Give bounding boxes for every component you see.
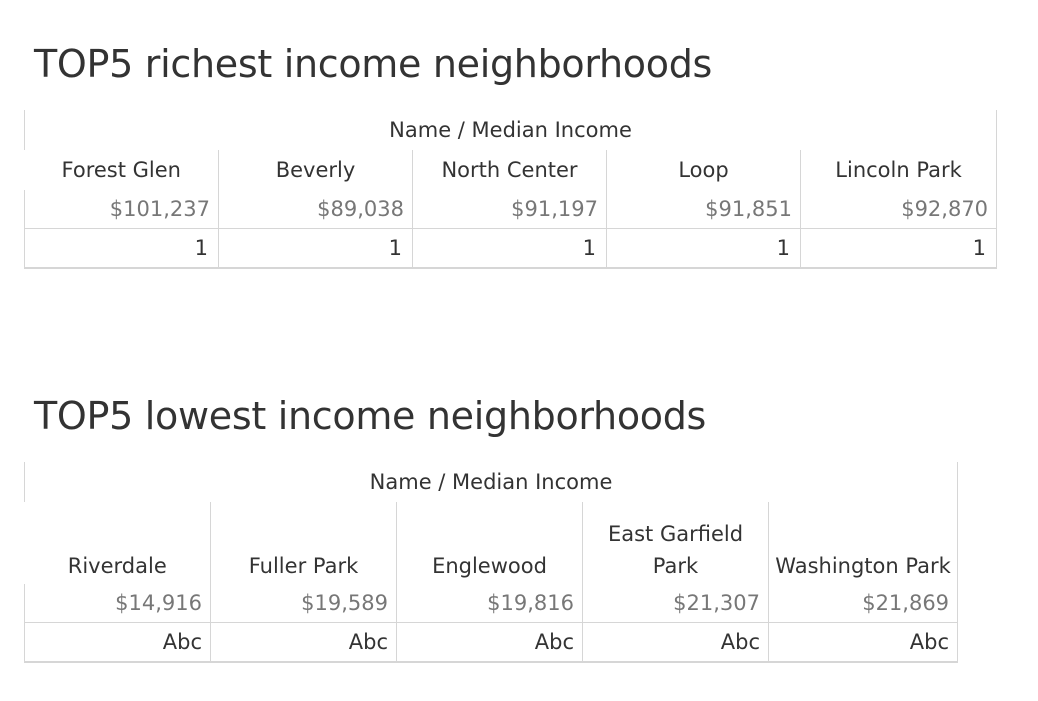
table-cell[interactable]: 1	[606, 228, 801, 269]
column-name-header[interactable]: North Center	[412, 150, 607, 190]
sheet-title: TOP5 lowest income neighborhoods	[34, 394, 707, 438]
column-name-header[interactable]: Riverdale	[67, 554, 167, 578]
column-header[interactable]: Name / Median Income	[23, 110, 998, 150]
column-name-header[interactable]: Loop	[606, 150, 801, 190]
column-name-header[interactable]: Forest Glen	[61, 158, 181, 182]
table-cell[interactable]: 1	[24, 228, 219, 269]
table-cell[interactable]: Abc	[396, 622, 583, 663]
table-cell[interactable]: 1	[799, 228, 998, 269]
income-header[interactable]: $19,816	[396, 584, 583, 623]
table-cell[interactable]: 1	[218, 228, 413, 269]
income-header[interactable]: $14,916	[24, 584, 211, 623]
table-cell[interactable]: Abc	[210, 622, 397, 663]
column-name-header[interactable]: Englewood	[396, 502, 583, 584]
table-cell[interactable]: 1	[412, 228, 607, 269]
column-name-header[interactable]: Lincoln Park	[799, 150, 998, 190]
income-header[interactable]: $19,589	[210, 584, 397, 623]
column-name-header[interactable]: Fuller Park	[210, 502, 397, 584]
sheet-title: TOP5 richest income neighborhoods	[34, 42, 713, 86]
column-header[interactable]: Name / Median Income	[23, 462, 959, 502]
table-cell[interactable]: Abc	[767, 622, 959, 663]
column-name-header[interactable]: Washington Park	[767, 502, 959, 584]
income-header[interactable]: $21,869	[768, 584, 959, 623]
income-header[interactable]: $101,237	[24, 190, 219, 229]
income-header[interactable]: $21,307	[582, 584, 769, 623]
crosstab-table: Name / Median Income Riverdale Fuller Pa…	[23, 462, 959, 663]
income-header[interactable]: $91,197	[412, 190, 607, 229]
column-name-header[interactable]: Beverly	[218, 150, 413, 190]
table-cell[interactable]: Abc	[24, 622, 211, 663]
income-header[interactable]: $89,038	[218, 190, 413, 229]
column-name-header[interactable]: East Garfield Park	[582, 502, 769, 584]
crosstab-table: Name / Median Income Forest Glen Beverly…	[23, 110, 998, 269]
income-header[interactable]: $92,870	[800, 190, 998, 229]
income-header[interactable]: $91,851	[606, 190, 801, 229]
table-cell[interactable]: Abc	[582, 622, 769, 663]
